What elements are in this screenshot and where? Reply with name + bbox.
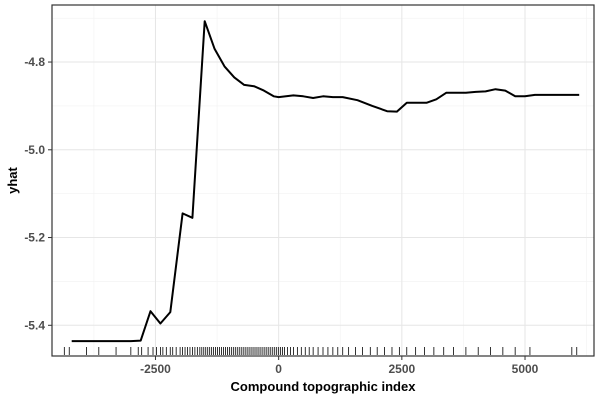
series-line xyxy=(71,20,580,343)
x-axis: -2500 0 2500 5000 xyxy=(140,356,539,376)
x-tick-label: 0 xyxy=(275,362,282,376)
y-tick-label: -5.2 xyxy=(24,231,45,245)
y-axis: -5.4 -5.2 -5.0 -4.8 xyxy=(24,55,52,332)
x-tick-label: -2500 xyxy=(140,362,171,376)
x-axis-title: Compound topographic index xyxy=(231,379,417,394)
x-tick-label: 2500 xyxy=(388,362,415,376)
y-tick-label: -5.0 xyxy=(24,143,45,157)
panel-border xyxy=(51,4,595,357)
major-grid xyxy=(52,5,594,356)
y-tick-label: -4.8 xyxy=(24,55,45,69)
y-tick-label: -5.4 xyxy=(24,318,45,332)
x-tick-label: 5000 xyxy=(512,362,539,376)
rug-layer xyxy=(63,347,578,355)
minor-grid xyxy=(52,5,594,356)
y-axis-title: yhat xyxy=(5,166,20,193)
